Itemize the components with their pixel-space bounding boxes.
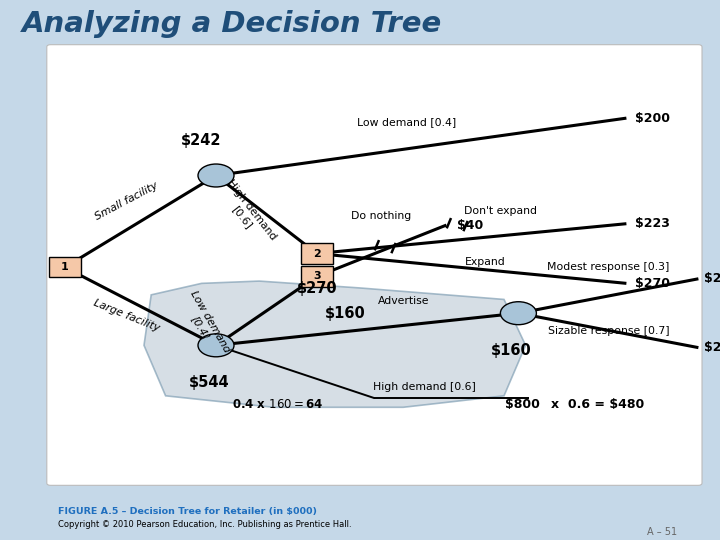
Text: High demand
[0.6]: High demand [0.6] (216, 178, 278, 249)
Circle shape (198, 164, 234, 187)
Text: Small facility: Small facility (93, 180, 159, 221)
Text: $270: $270 (635, 277, 670, 290)
Text: Low demand [0.4]: Low demand [0.4] (357, 117, 456, 127)
Text: 3: 3 (313, 272, 320, 281)
Circle shape (500, 302, 536, 325)
FancyBboxPatch shape (301, 244, 333, 264)
Text: $800: $800 (505, 398, 540, 411)
Text: Don't expand: Don't expand (464, 206, 537, 216)
FancyBboxPatch shape (49, 257, 81, 278)
Text: $223: $223 (635, 217, 670, 230)
Text: Large facility: Large facility (91, 298, 161, 333)
Text: $544: $544 (189, 375, 229, 390)
Text: 0.4 x $160 = $64: 0.4 x $160 = $64 (232, 398, 323, 411)
Text: Do nothing: Do nothing (351, 211, 412, 221)
Text: $40: $40 (457, 219, 483, 232)
Text: $220: $220 (704, 341, 720, 354)
Polygon shape (144, 281, 526, 407)
FancyBboxPatch shape (47, 45, 702, 485)
Text: High demand [0.6]: High demand [0.6] (374, 382, 476, 392)
Text: Low demand
[0.4]: Low demand [0.4] (179, 289, 232, 360)
Text: $270: $270 (297, 281, 337, 296)
Text: 1: 1 (61, 262, 68, 272)
Text: Expand: Expand (464, 257, 505, 267)
Text: $242: $242 (181, 133, 222, 148)
Text: FIGURE A.5 – Decision Tree for Retailer (in $000): FIGURE A.5 – Decision Tree for Retailer … (58, 508, 317, 516)
Text: A – 51: A – 51 (647, 527, 677, 537)
Text: x  0.6 = $480: x 0.6 = $480 (551, 398, 644, 411)
FancyBboxPatch shape (301, 266, 333, 287)
Text: Analyzing a Decision Tree: Analyzing a Decision Tree (22, 10, 442, 38)
Text: $20: $20 (704, 272, 720, 285)
Text: $160: $160 (491, 343, 531, 358)
Text: $160: $160 (325, 306, 366, 321)
Circle shape (198, 334, 234, 357)
Text: Modest response [0.3]: Modest response [0.3] (547, 262, 670, 272)
Text: $200: $200 (635, 112, 670, 125)
Text: Copyright © 2010 Pearson Education, Inc. Publishing as Prentice Hall.: Copyright © 2010 Pearson Education, Inc.… (58, 521, 351, 529)
Text: Advertise: Advertise (377, 296, 429, 306)
Text: Sizable response [0.7]: Sizable response [0.7] (548, 326, 669, 336)
Text: 2: 2 (313, 248, 320, 259)
